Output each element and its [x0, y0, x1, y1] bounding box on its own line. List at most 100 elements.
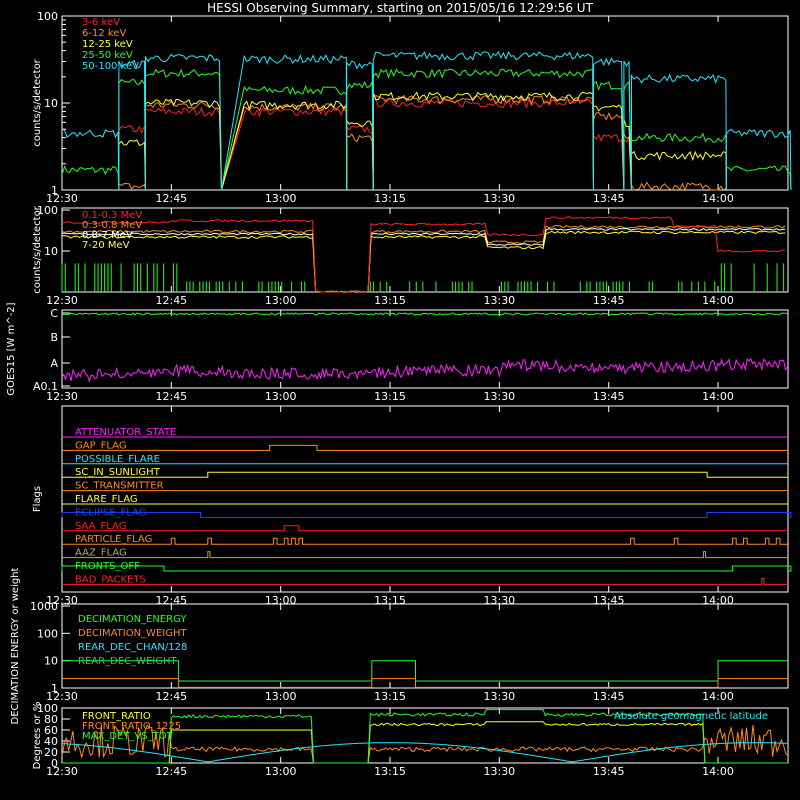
time-tick-label: 13:30 [483, 765, 515, 778]
time-tick-label: 12:45 [155, 192, 187, 205]
time-tick-label: 13:30 [483, 192, 515, 205]
time-tick-label: 14:00 [702, 294, 734, 307]
y-tick-label: C [50, 307, 58, 320]
panel-3: 12:30 12:45 13:00 13:15 13:30 13:45 14:00 GOES1… [6, 302, 789, 403]
time-tick-label: 14:00 [702, 192, 734, 205]
flag-line [62, 537, 788, 545]
time-tick-label: 12:30 [46, 390, 78, 403]
time-tick-label: 12:45 [155, 690, 187, 703]
panel-6: 12:30 12:45 13:00 13:15 13:30 13:45 14:00 Degre… [32, 702, 789, 778]
y-tick-label: B [50, 331, 58, 344]
y-tick-label: 1000 [30, 600, 58, 613]
time-tick-label: 13:15 [374, 294, 406, 307]
panel-2: 12:30 12:45 13:00 13:15 13:30 13:45 14:00 count… [32, 204, 789, 307]
panel-frame [61, 707, 789, 764]
time-tick-label: 13:15 [374, 390, 406, 403]
flag-label: GAP_FLAG [75, 440, 127, 451]
y-axis-label: counts/s/detector [32, 58, 43, 146]
panel-1: 12:30 12:45 13:00 13:15 13:30 13:45 14:00 count… [32, 10, 792, 205]
series-max-det [62, 709, 788, 764]
legend-entry: 12-25 keV [82, 39, 133, 50]
chart-title: HESSI Observing Summary, starting on 201… [207, 1, 593, 15]
time-tick-label: 13:00 [265, 192, 297, 205]
time-tick-label: 12:45 [155, 765, 187, 778]
legend-entry: 0.8-7 MeV [82, 230, 133, 241]
panel-frame [61, 405, 789, 593]
time-tick-label: 12:45 [155, 294, 187, 307]
flag-label: FLARE_FLAG [75, 494, 138, 505]
time-tick-label: 12:45 [155, 390, 187, 403]
time-tick-label: 12:30 [46, 690, 78, 703]
y-axis-label: GOES15 [W m^-2] [6, 302, 17, 395]
y-tick-label: 10 [44, 97, 58, 110]
series-yellow [61, 230, 786, 293]
flag-line [62, 577, 788, 585]
series-orange [61, 225, 786, 293]
legend-entry: DECIMATION_WEIGHT [78, 628, 187, 639]
annotation: Absolute geomagnetic latitude [614, 711, 768, 722]
flag-line [62, 525, 788, 532]
flag-label: ATTENUATOR_STATE [75, 427, 176, 438]
time-tick-label: 13:30 [483, 294, 515, 307]
panel-frame [61, 309, 789, 389]
legend-entry: 7-20 MeV [82, 240, 130, 251]
time-tick-label: 13:45 [593, 690, 625, 703]
legend-entry: 0.3-0.8 MeV [82, 220, 142, 231]
y-axis-label: Degrees or % [32, 702, 43, 770]
time-tick-label: 14:00 [702, 390, 734, 403]
y-tick-label: 1 [51, 184, 58, 197]
y-tick-label: A [50, 357, 58, 370]
y-axis-label: DECIMATION ENERGY or weight [10, 567, 21, 724]
series-red [118, 97, 632, 191]
y-axis-label: counts/s/detector [32, 205, 43, 293]
time-tick-label: 13:00 [265, 765, 297, 778]
y-tick-label: 10 [44, 655, 58, 668]
y-tick-label: 0 [51, 757, 58, 770]
series-goes-long [61, 312, 788, 316]
legend-entry: FRONT_RATIO_1225 [82, 721, 181, 732]
time-tick-label: 13:45 [593, 390, 625, 403]
time-tick-label: 13:00 [265, 690, 297, 703]
panel-5: 12:30 12:45 13:00 13:15 13:30 13:45 14:00 DECIM… [10, 567, 789, 724]
legend-entry: DECIMATION_ENERGY [78, 614, 187, 625]
time-tick-label: 13:45 [593, 192, 625, 205]
y-axis-label: Flags [32, 486, 43, 512]
y-tick-label: 1 [51, 682, 58, 695]
y-tick-label: 100 [37, 10, 58, 23]
series-decimation-energy [62, 660, 788, 682]
series-cyan [61, 50, 792, 191]
y-tick-label: 80 [44, 713, 58, 726]
y-tick-label: A0.1 [33, 380, 58, 393]
flag-label: SC_IN_SUNLIGHT [75, 467, 161, 478]
y-tick-label: 100 [37, 204, 58, 217]
series-decimation-weight [62, 678, 788, 688]
series-orange [118, 94, 727, 192]
y-tick-label: 40 [44, 735, 58, 748]
flag-line [61, 511, 792, 518]
flag-label: SC_TRANSMITTER [75, 481, 164, 492]
series-goes [61, 357, 788, 383]
legend-entry: 3-6 keV [82, 17, 120, 28]
legend-entry: MAX_DET_VS_TOT [82, 731, 174, 742]
y-tick-label: 20 [44, 746, 58, 759]
panel-frame [61, 603, 789, 689]
panel-frame [61, 207, 789, 293]
flag-line [62, 551, 788, 559]
flag-line [61, 565, 792, 572]
series-red [61, 216, 786, 293]
flag-label: AAZ_FLAG [75, 548, 127, 559]
flag-line [62, 471, 788, 478]
time-tick-label: 12:30 [46, 294, 78, 307]
time-tick-label: 13:15 [374, 192, 406, 205]
flag-label: BAD_PACKETS [75, 574, 146, 585]
legend-entry: FRONT_RATIO [82, 711, 151, 722]
time-tick-label: 13:30 [483, 690, 515, 703]
time-tick-label: 12:30 [46, 765, 78, 778]
panel-frame [61, 15, 789, 191]
y-tick-label: 100 [37, 627, 58, 640]
time-tick-label: 12:30 [46, 192, 78, 205]
flag-label: SAA_FLAG [75, 521, 126, 532]
legend-entry: 0.1-0.3 MeV [82, 210, 142, 221]
